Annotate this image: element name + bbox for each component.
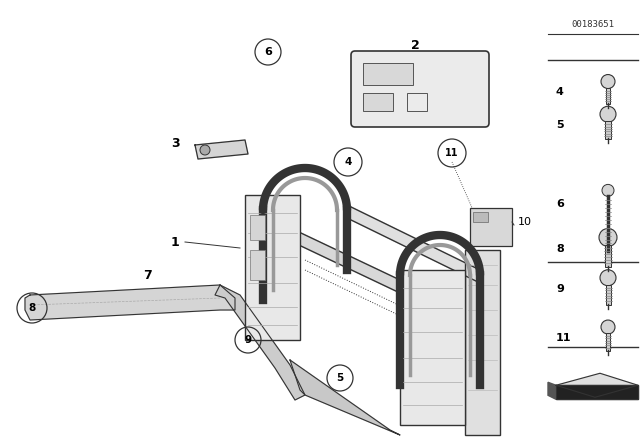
Bar bbox=[606, 87, 610, 103]
Text: 4: 4 bbox=[556, 87, 564, 97]
Text: 1: 1 bbox=[171, 236, 179, 249]
Text: 8: 8 bbox=[28, 303, 36, 313]
Text: 5: 5 bbox=[556, 121, 564, 130]
Polygon shape bbox=[215, 285, 305, 400]
Polygon shape bbox=[556, 373, 638, 397]
Polygon shape bbox=[25, 285, 235, 320]
Circle shape bbox=[200, 145, 210, 155]
Bar bbox=[250, 215, 265, 240]
Text: 5: 5 bbox=[337, 373, 344, 383]
Text: 00183651: 00183651 bbox=[572, 20, 614, 29]
Text: 8: 8 bbox=[556, 244, 564, 254]
FancyBboxPatch shape bbox=[351, 51, 489, 127]
Circle shape bbox=[600, 106, 616, 122]
Text: 11: 11 bbox=[556, 333, 572, 343]
Bar bbox=[407, 93, 427, 111]
Bar bbox=[473, 212, 488, 222]
Text: 4: 4 bbox=[344, 157, 352, 167]
Bar bbox=[400, 270, 465, 425]
Polygon shape bbox=[195, 140, 248, 159]
Bar bbox=[470, 208, 512, 246]
Text: 11: 11 bbox=[445, 148, 459, 158]
Polygon shape bbox=[347, 205, 480, 283]
Bar bbox=[250, 250, 265, 280]
Circle shape bbox=[600, 270, 616, 286]
Text: 9: 9 bbox=[244, 335, 252, 345]
Text: 7: 7 bbox=[143, 268, 152, 281]
Circle shape bbox=[601, 320, 615, 334]
Polygon shape bbox=[290, 360, 400, 435]
Circle shape bbox=[599, 228, 617, 246]
Text: 6: 6 bbox=[556, 199, 564, 209]
Bar bbox=[465, 250, 500, 435]
Bar bbox=[605, 285, 611, 305]
Polygon shape bbox=[263, 215, 400, 293]
Bar bbox=[606, 333, 610, 351]
Bar bbox=[245, 195, 300, 340]
Text: 10: 10 bbox=[518, 217, 532, 227]
Bar bbox=[605, 246, 611, 267]
Polygon shape bbox=[548, 382, 556, 399]
Text: 2: 2 bbox=[411, 39, 419, 52]
Bar bbox=[605, 121, 611, 139]
Circle shape bbox=[601, 74, 615, 89]
Bar bbox=[363, 63, 413, 85]
Text: 9: 9 bbox=[556, 284, 564, 294]
Text: 3: 3 bbox=[171, 137, 179, 150]
Text: 6: 6 bbox=[264, 47, 272, 57]
Circle shape bbox=[602, 185, 614, 196]
Polygon shape bbox=[556, 385, 638, 399]
Bar bbox=[363, 93, 393, 111]
